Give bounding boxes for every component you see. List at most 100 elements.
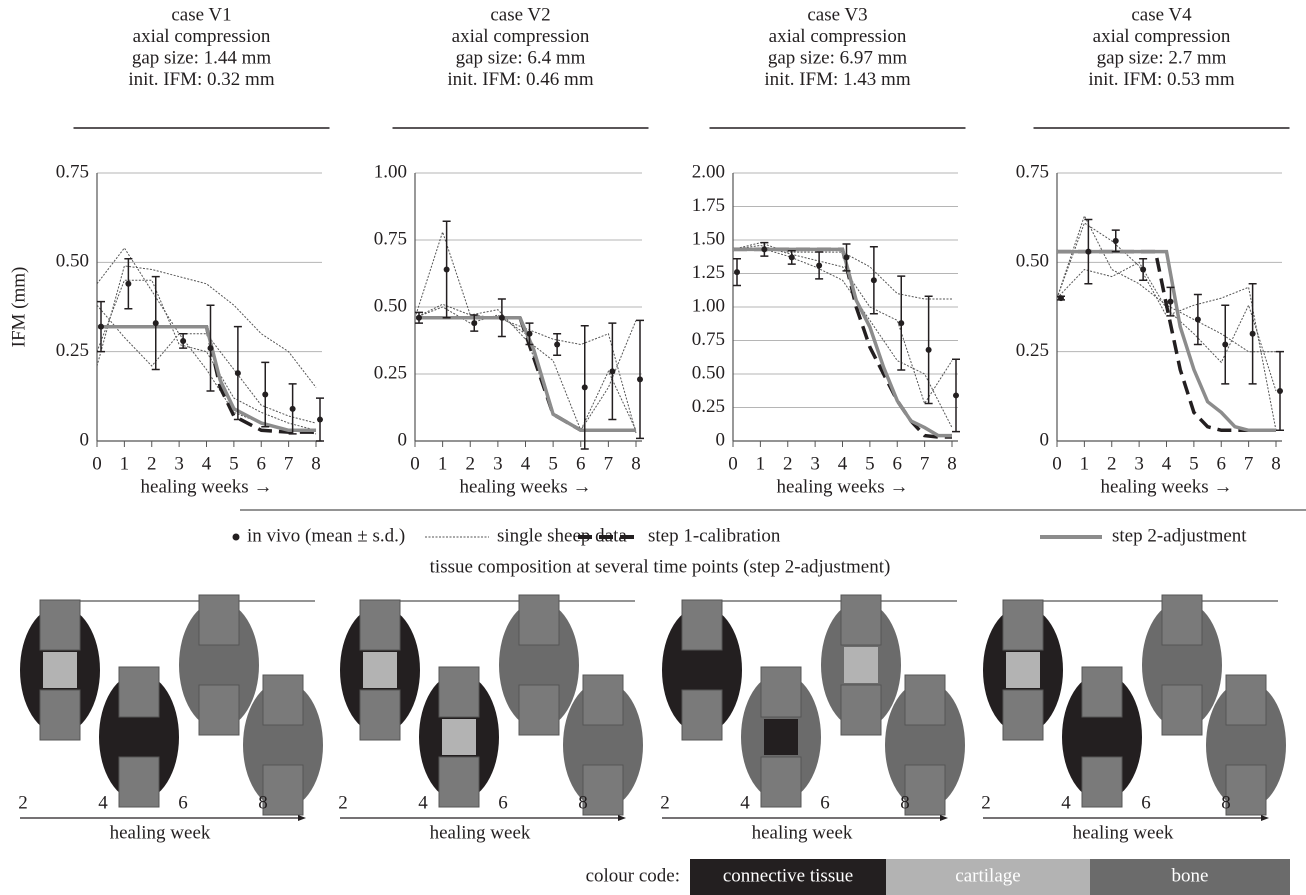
week-arrowhead [1261,815,1269,821]
legend-label: in vivo (mean ± s.d.) [247,525,405,546]
bone-fragment [40,600,80,650]
x-tick-label: 8 [311,453,321,474]
bone-fragment [40,690,80,740]
week-axis-label: healing week [430,822,531,843]
bone-fragment [1226,675,1266,725]
chart-title: case V1 [171,4,231,25]
sheep-line [97,248,316,423]
sheep-line [415,307,636,430]
week-label: 6 [498,792,508,813]
sheep-line [97,305,316,434]
gap-tissue [266,727,300,763]
colour-code-label: colour code: [586,865,680,886]
in-vivo-point [235,370,241,376]
in-vivo-point [953,392,959,398]
chart-title: axial compression [452,26,590,47]
bone-fragment [119,667,159,717]
gap-tissue [363,652,397,688]
gap-tissue [685,652,719,688]
x-tick-label: 4 [521,453,531,474]
x-tick-label: 3 [810,453,820,474]
x-tick-label: 5 [229,453,239,474]
bone-fragment [263,765,303,815]
bone-fragment [761,667,801,717]
in-vivo-point [153,320,159,326]
x-tick-label: 0 [92,453,102,474]
x-tick-label: 3 [1134,453,1144,474]
gap-tissue [122,719,156,755]
chart-title: axial compression [769,26,907,47]
x-tick-label: 8 [631,453,641,474]
y-tick-label: 1.00 [692,295,725,316]
legend-label: step 1-calibration [648,525,781,546]
x-tick-label: 3 [174,453,184,474]
figure: tissue composition at several time point… [0,0,1306,895]
gap-tissue [844,647,878,683]
sheep-line [1057,262,1276,391]
bone-fragment [263,675,303,725]
chart-title: axial compression [133,26,271,47]
calibration-line [1057,252,1276,431]
in-vivo-point [926,347,932,353]
bone-fragment [1082,667,1122,717]
week-arrowhead [618,815,626,821]
in-vivo-point [499,315,505,321]
bone-fragment [360,690,400,740]
week-label: 4 [1061,792,1071,813]
y-tick-label: 0 [398,429,408,450]
in-vivo-point [582,384,588,390]
bone-fragment [1003,690,1043,740]
bone-fragment [199,685,239,735]
x-axis-label: healing weeks → [777,476,909,497]
week-label: 2 [338,792,348,813]
in-vivo-point [844,254,850,260]
y-tick-label: 1.00 [374,161,407,182]
x-tick-label: 5 [865,453,875,474]
in-vivo-point [871,277,877,283]
x-tick-label: 1 [756,453,766,474]
x-tick-label: 1 [120,453,130,474]
chart-title: init. IFM: 0.32 mm [128,69,274,90]
x-tick-label: 6 [257,453,267,474]
x-tick-label: 0 [410,453,420,474]
y-tick-label: 0.25 [56,340,89,361]
in-vivo-point [1085,249,1091,255]
week-arrowhead [298,815,306,821]
bone-fragment [841,595,881,645]
bone-fragment [761,757,801,807]
x-tick-label: 8 [1271,453,1281,474]
in-vivo-point [1113,238,1119,244]
week-label: 8 [900,792,910,813]
x-axis-label: healing weeks → [141,476,273,497]
chart-title: init. IFM: 1.43 mm [764,69,910,90]
in-vivo-point [789,254,795,260]
chart-title: case V3 [807,4,867,25]
legend-label: step 2-adjustment [1112,525,1247,546]
x-tick-label: 7 [920,453,930,474]
y-tick-label: 0.50 [56,251,89,272]
week-arrowhead [940,815,948,821]
chart-title: case V2 [490,4,550,25]
bone-fragment [682,690,722,740]
bone-fragment [583,675,623,725]
in-vivo-point [317,417,323,423]
chart-title: case V4 [1131,4,1192,25]
in-vivo-point [444,266,450,272]
y-tick-label: 2.00 [692,161,725,182]
bone-fragment [439,757,479,807]
bone-fragment [1162,685,1202,735]
gap-tissue [1165,647,1199,683]
in-vivo-point [527,331,533,337]
bone-fragment [1082,757,1122,807]
y-tick-label: 0.25 [374,362,407,383]
bone-fragment [1226,765,1266,815]
in-vivo-point [1195,317,1201,323]
chart-title: init. IFM: 0.46 mm [447,69,593,90]
week-label: 6 [178,792,188,813]
x-tick-label: 7 [1244,453,1254,474]
bone-fragment [439,667,479,717]
in-vivo-point [125,281,131,287]
sheep-line [733,245,952,403]
in-vivo-point [761,246,767,252]
gap-tissue [764,719,798,755]
